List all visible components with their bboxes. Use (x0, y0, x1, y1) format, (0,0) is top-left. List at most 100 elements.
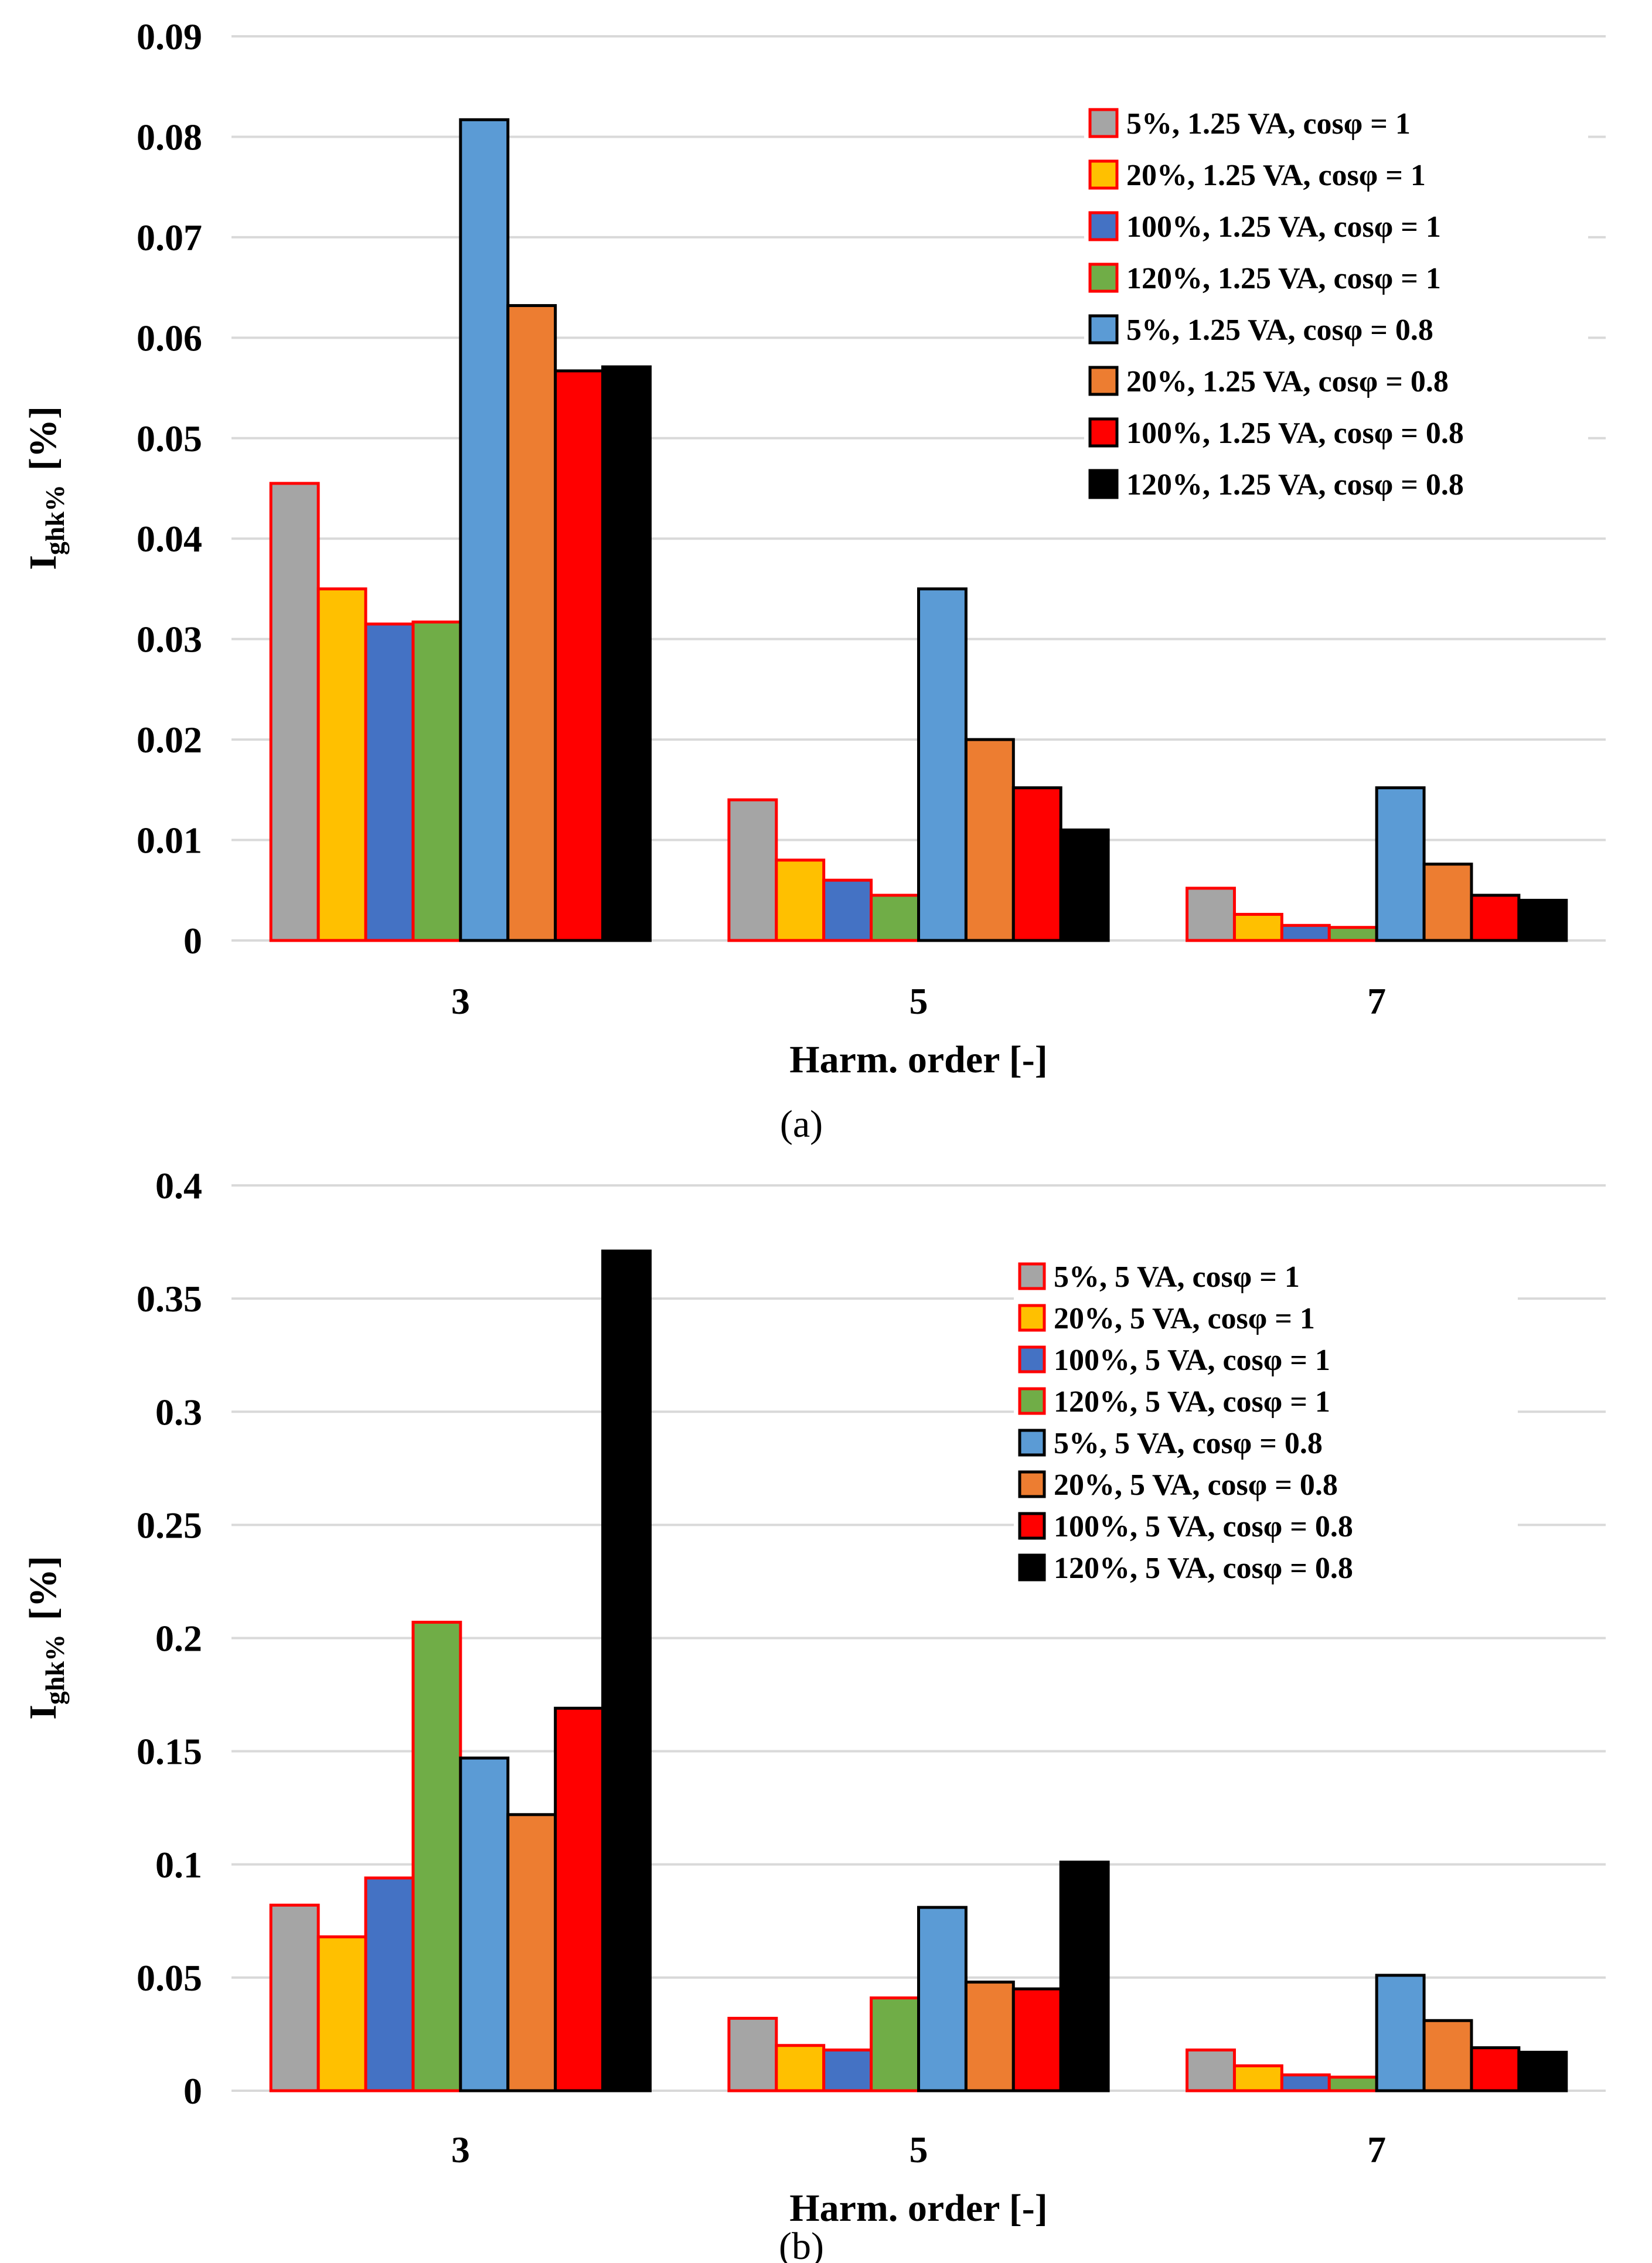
bar-7-series-8 (1517, 2050, 1568, 2092)
legend-entry: 100%, 1.25 VA, cosφ = 1 (1126, 210, 1441, 244)
y-tick-label: 0.08 (137, 116, 202, 158)
y-tick-label: 0.01 (137, 820, 202, 861)
legend-swatch (1018, 1345, 1046, 1374)
x-category-label: 3 (451, 2129, 470, 2170)
legend-swatch (1088, 314, 1119, 345)
panel-label: (a) (780, 1103, 823, 1146)
bar-7-series-3 (1280, 2073, 1331, 2092)
bar-3-series-3 (364, 622, 415, 942)
bar-5-series-5 (917, 587, 968, 942)
bar-3-series-5 (459, 1756, 510, 2092)
legend-swatch (1088, 417, 1119, 448)
bar-5-series-3 (822, 878, 873, 942)
bar-7-series-8 (1517, 898, 1568, 942)
legend-swatch (1018, 1512, 1046, 1540)
bar-3-series-4 (411, 621, 462, 942)
legend-swatch (1088, 366, 1119, 396)
y-tick-label: 0.03 (137, 619, 202, 660)
chart-panel-a: 0 0.01 0.02 0.03 0.04 0.05 0.06 0.07 0.08 0.09 3 5 7… (22, 16, 1606, 1146)
x-axis-title: Harm. order [-] (789, 1038, 1047, 1081)
x-category-label: 7 (1367, 2129, 1386, 2170)
y-tick-label: 0.06 (137, 317, 202, 359)
bar-3-series-1 (269, 1903, 320, 2092)
x-category-label: 3 (451, 980, 470, 1022)
y-tick-label: 0 (183, 920, 202, 962)
bar-3-series-4 (411, 1620, 462, 2092)
legend: 5%, 1.25 VA, cosφ = 1 20%, 1.25 VA, cosφ … (1084, 94, 1588, 513)
bar-7-series-6 (1422, 863, 1473, 942)
panel-label: (b) (779, 2225, 824, 2263)
y-tick-label: 0 (183, 2070, 202, 2112)
y-axis-title-subscript: ghk% (40, 1634, 70, 1705)
bar-5-series-4 (870, 1996, 921, 2092)
bar-5-series-1 (727, 2016, 778, 2092)
bar-5-series-7 (1011, 1987, 1062, 2092)
legend-entry: 5%, 5 VA, cosφ = 1 (1054, 1260, 1300, 1294)
bar-7-series-5 (1375, 1974, 1426, 2092)
bar-3-series-7 (554, 1706, 605, 2092)
legend-entry: 20%, 1.25 VA, cosφ = 0.8 (1126, 365, 1449, 398)
legend-swatch (1088, 159, 1119, 190)
y-axis-title-main: I (22, 1705, 64, 1720)
legend: 5%, 5 VA, cosφ = 1 20%, 5 VA, cosφ = 1 100… (1014, 1252, 1518, 1592)
bar-5-series-2 (775, 858, 826, 942)
y-tick-label: 0.15 (137, 1731, 202, 1773)
legend-entry: 120%, 1.25 VA, cosφ = 1 (1126, 262, 1441, 295)
y-tick-label: 0.4 (155, 1165, 202, 1207)
bar-3-series-5 (459, 118, 510, 942)
bar-7-series-6 (1422, 2019, 1473, 2092)
x-category-label: 7 (1367, 980, 1386, 1022)
legend-entry: 20%, 1.25 VA, cosφ = 1 (1126, 159, 1426, 192)
bar-5-series-8 (1059, 828, 1110, 942)
legend-entry: 120%, 5 VA, cosφ = 0.8 (1054, 1552, 1353, 1585)
bar-7-series-4 (1327, 2075, 1378, 2092)
bar-5-series-6 (964, 738, 1015, 942)
y-tick-label: 0.02 (137, 719, 202, 761)
bar-5-series-1 (727, 798, 778, 942)
bar-7-series-5 (1375, 786, 1426, 942)
bar-7-series-2 (1232, 912, 1283, 942)
bar-7-series-3 (1280, 923, 1331, 942)
legend-swatch (1018, 1553, 1046, 1582)
bar-3-series-6 (506, 304, 557, 942)
legend-entry: 5%, 1.25 VA, cosφ = 1 (1126, 107, 1411, 141)
y-axis-title-subscript: ghk% (40, 485, 70, 555)
legend-background (1014, 1252, 1518, 1592)
bar-3-series-2 (316, 1935, 367, 2092)
bar-7-series-7 (1470, 894, 1521, 942)
bar-5-series-8 (1059, 1860, 1110, 2092)
y-tick-label: 0.07 (137, 217, 202, 258)
y-axis-title-main: I (22, 555, 64, 570)
bar-5-series-3 (822, 2048, 873, 2092)
legend-entry: 100%, 5 VA, cosφ = 1 (1054, 1344, 1330, 1377)
y-axis-title-unit: [%] (22, 1556, 64, 1620)
y-tick-label: 0.05 (137, 418, 202, 459)
legend-swatch (1088, 108, 1119, 138)
bar-7-series-1 (1186, 2048, 1236, 2092)
bar-3-series-7 (554, 369, 605, 942)
y-tick-label: 0.05 (137, 1957, 202, 1999)
legend-swatch (1018, 1429, 1046, 1457)
bar-5-series-5 (917, 1906, 968, 2092)
bar-3-series-8 (601, 1249, 652, 2092)
legend-entry: 5%, 5 VA, cosφ = 0.8 (1054, 1427, 1323, 1460)
bar-5-series-2 (775, 2044, 826, 2092)
legend-entry: 100%, 5 VA, cosφ = 0.8 (1054, 1510, 1353, 1543)
bar-3-series-2 (316, 587, 367, 942)
y-tick-label: 0.3 (155, 1391, 202, 1433)
y-tick-label: 0.2 (155, 1618, 202, 1659)
bar-3-series-1 (269, 482, 320, 942)
chart-panel-b: 0 0.05 0.1 0.15 0.2 0.25 0.3 0.35 0.4 3 5 7 Harm. or… (22, 1165, 1606, 2263)
legend-swatch (1088, 211, 1119, 241)
bar-3-series-6 (506, 1813, 557, 2092)
bar-3-series-3 (364, 1876, 415, 2092)
legend-entry: 20%, 5 VA, cosφ = 1 (1054, 1302, 1315, 1335)
legend-entry: 120%, 5 VA, cosφ = 1 (1054, 1385, 1330, 1419)
y-axis-title: Ighk% [%] (22, 1556, 70, 1720)
bar-7-series-1 (1186, 887, 1236, 942)
x-axis-title: Harm. order [-] (789, 2187, 1047, 2230)
bar-7-series-2 (1232, 2064, 1283, 2092)
x-category-label: 5 (910, 980, 928, 1022)
legend-entry: 120%, 1.25 VA, cosφ = 0.8 (1126, 468, 1464, 502)
